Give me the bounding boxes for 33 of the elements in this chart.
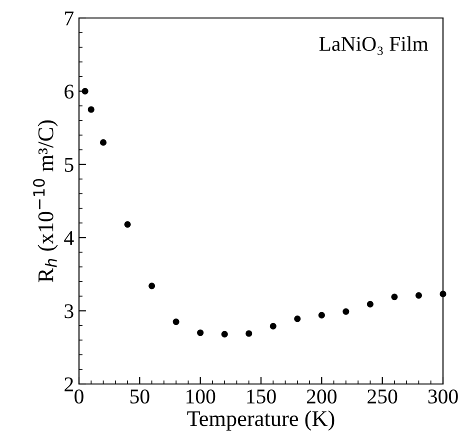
point [318, 312, 325, 318]
point [221, 330, 228, 338]
x-tick-label: 200 [306, 389, 336, 404]
x-tick-label: 0 [74, 389, 84, 404]
y-tick-label: 5 [64, 158, 74, 172]
x-axis-title: Temperature (K) [187, 410, 334, 431]
y-tick-label: 7 [65, 12, 74, 26]
point [172, 318, 180, 326]
point [391, 294, 398, 300]
point [294, 316, 301, 322]
x-tick-label: 50 [130, 389, 150, 404]
y-tick-label: 3 [64, 304, 74, 318]
point [270, 322, 276, 330]
point [88, 106, 94, 113]
y-tick-label: 6 [64, 84, 74, 99]
x-tick-label: 150 [247, 389, 276, 404]
point [342, 308, 350, 315]
point [197, 329, 204, 336]
point [124, 221, 131, 228]
y-tick-label: 2 [64, 377, 73, 392]
point [100, 139, 107, 146]
x-tick-label: 250 [368, 389, 398, 404]
y-tick-label: 4 [64, 231, 74, 245]
y-axis-title: R$_{h}$ (x10$^{−10}$ m³/C) [33, 120, 58, 282]
point [415, 292, 422, 299]
point [440, 290, 446, 298]
point [246, 330, 252, 337]
point [82, 88, 88, 94]
annotation: LaNiO₃ Film [319, 36, 428, 56]
point [366, 300, 374, 308]
x-tick-label: 300 [428, 389, 458, 404]
point [148, 282, 156, 290]
x-tick-label: 100 [186, 389, 216, 404]
